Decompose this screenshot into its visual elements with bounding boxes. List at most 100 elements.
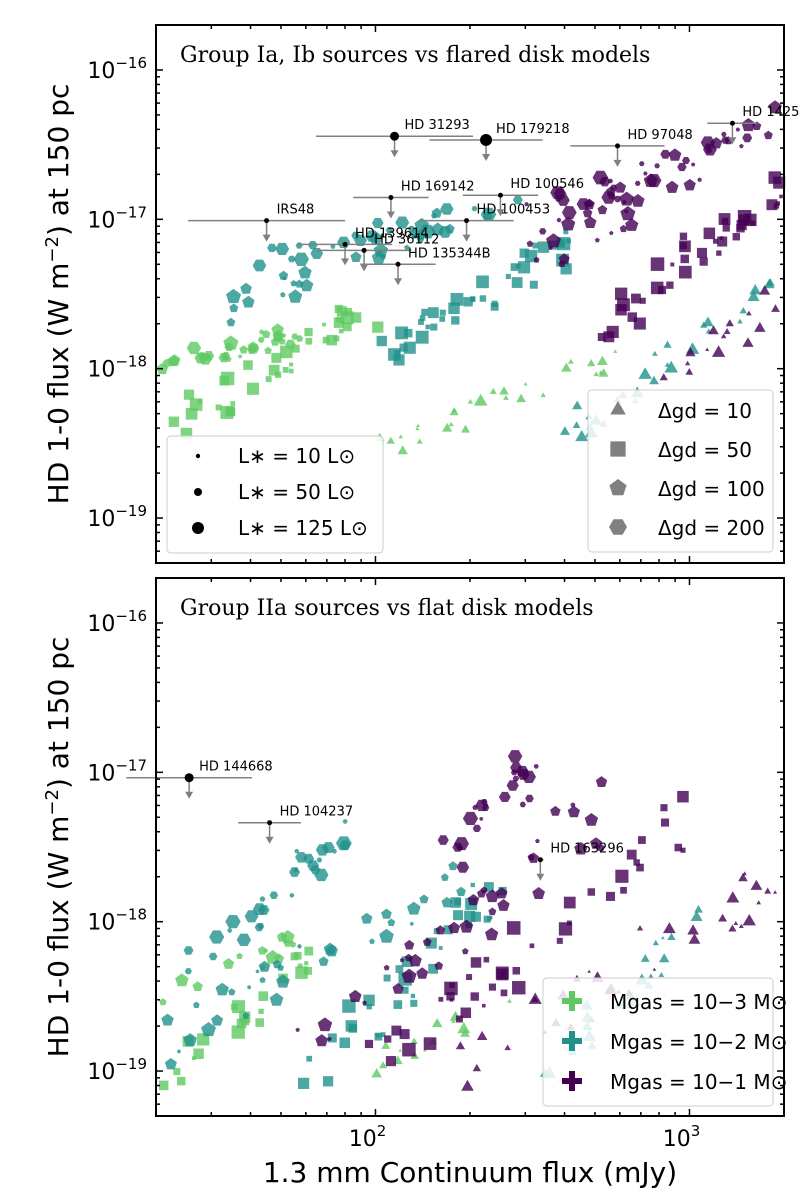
model-point: [371, 218, 384, 229]
model-point: [461, 424, 470, 433]
x-tick-labels: 102 103: [349, 1122, 701, 1152]
model-point: [297, 963, 303, 969]
model-point: [503, 395, 509, 400]
model-point: [399, 1029, 410, 1040]
model-point: [771, 304, 780, 312]
legend-marker: [610, 401, 626, 415]
model-point: [363, 994, 375, 1007]
legend-marker: [192, 522, 204, 534]
model-point: [696, 247, 708, 258]
model-point: [587, 888, 596, 896]
model-point: [437, 835, 449, 845]
model-point: [685, 347, 696, 357]
model-point: [180, 427, 193, 440]
model-point: [512, 195, 523, 205]
model-point: [443, 925, 453, 935]
model-point: [504, 1044, 511, 1051]
model-point: [598, 370, 604, 375]
model-point: [482, 1003, 486, 1008]
model-point: [631, 194, 645, 207]
model-point: [561, 206, 577, 219]
model-point: [716, 250, 722, 256]
model-point: [438, 946, 443, 950]
legend-marker: [610, 441, 626, 457]
model-point: [225, 915, 241, 929]
model-point: [599, 176, 611, 187]
y-tick-label: 10−16: [87, 607, 147, 637]
legend-entry: Mgas = 10−1 M⊙: [610, 1070, 787, 1094]
model-point: [738, 872, 748, 882]
model-point: [721, 217, 729, 225]
legend-marker: [562, 991, 582, 1011]
model-point: [215, 982, 229, 996]
model-point: [500, 989, 508, 997]
model-point: [560, 263, 572, 275]
model-point: [683, 178, 696, 191]
model-point: [218, 353, 230, 363]
source-label: HD 31293: [405, 118, 470, 133]
model-point: [383, 964, 390, 971]
model-point: [472, 1063, 482, 1072]
model-point: [455, 1041, 466, 1050]
model-point: [186, 341, 202, 355]
source-dot: [537, 857, 543, 863]
y-axis-label: HD 1-0 flux (W m−2) at 150 pc: [42, 84, 76, 505]
model-point: [244, 910, 259, 923]
legend-entry: L∗ = 10 L⊙: [238, 444, 355, 468]
model-point: [682, 157, 691, 164]
model-point: [460, 1007, 472, 1019]
model-point: [271, 352, 282, 363]
model-point: [664, 360, 678, 373]
arrow-head: [185, 791, 194, 799]
model-point: [556, 217, 562, 223]
model-point: [255, 1018, 264, 1027]
legend-entry: Δgd = 200: [658, 516, 765, 540]
model-point: [173, 1068, 181, 1076]
model-point: [306, 1055, 313, 1062]
model-point: [576, 198, 591, 210]
model-point: [444, 981, 458, 996]
model-point: [395, 216, 410, 229]
model-point: [295, 279, 304, 288]
plot-frame: [155, 577, 785, 1117]
model-point: [725, 319, 734, 327]
legend-entry: Mgas = 10−2 M⊙: [610, 1030, 787, 1054]
legend-entry: Δgd = 10: [658, 399, 752, 423]
model-point: [410, 999, 418, 1007]
model-point: [372, 321, 384, 333]
model-point: [192, 981, 203, 991]
model-point: [322, 1076, 334, 1087]
model-point: [269, 891, 279, 899]
model-point: [298, 1077, 310, 1089]
model-point: [677, 162, 687, 172]
model-point: [610, 184, 617, 191]
model-point: [561, 216, 576, 231]
model-point: [208, 952, 218, 961]
model-point: [350, 312, 362, 323]
model-point: [735, 127, 741, 132]
model-point: [226, 317, 236, 327]
model-point: [483, 915, 491, 923]
model-point: [475, 799, 489, 812]
model-point: [512, 981, 526, 995]
model-point: [225, 406, 235, 416]
model-point: [304, 946, 314, 956]
model-point: [407, 225, 416, 233]
model-point: [342, 819, 348, 824]
source-label: HD 142527: [742, 105, 800, 120]
model-point: [519, 248, 529, 258]
arrow-head: [613, 159, 622, 167]
model-point: [361, 912, 373, 924]
model-point: [345, 1020, 358, 1032]
model-point: [441, 896, 453, 908]
model-point: [550, 186, 565, 199]
model-point: [289, 893, 295, 898]
model-point: [269, 992, 284, 1006]
source-label: HD 100546: [510, 177, 584, 192]
model-point: [546, 233, 561, 248]
arrow-head: [360, 264, 369, 272]
model-point: [638, 161, 645, 167]
source-dot: [361, 247, 367, 253]
model-point: [276, 974, 290, 988]
model-point: [691, 162, 696, 167]
